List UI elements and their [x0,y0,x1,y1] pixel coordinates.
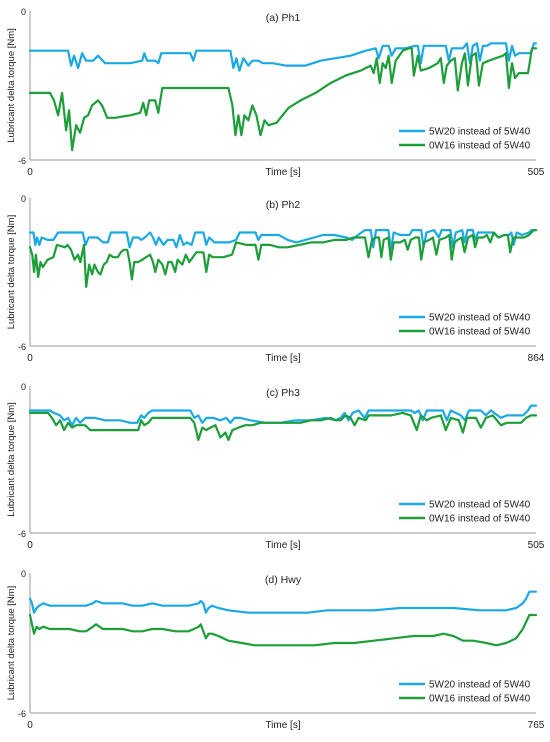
x-axis-label: Time [s] [265,720,300,731]
y-tick-label: 0 [21,7,26,17]
series-line-5w20 [28,590,538,614]
series-line-5w20 [28,42,538,72]
x-tick-label: 0 [27,353,33,364]
series-line-0w16 [28,229,538,288]
y-tick-label: 0 [21,382,26,392]
series-line-0w16 [28,47,538,152]
y-axis-label: Lubricant delta torque [Nm] [6,28,17,143]
chart-title: (d) Hwy [265,574,302,586]
x-tick-label: 0 [27,167,33,178]
y-axis-label: Lubricant delta torque [Nm] [6,402,17,517]
legend-label: 5W20 instead of 5W40 [429,313,531,324]
y-axis-label: Lubricant delta torque [Nm] [6,586,17,701]
x-axis-label: Time [s] [265,167,300,178]
chart-title: (a) Ph1 [266,12,301,24]
y-axis-label: Lubricant delta torque [Nm] [6,215,17,330]
series-line-0w16 [28,411,538,441]
legend-label: 5W20 instead of 5W40 [429,127,531,138]
y-tick-label: -6 [18,156,26,166]
x-tick-label: 864 [528,353,545,364]
series-line-0w16 [28,613,538,647]
legend-label: 5W20 instead of 5W40 [429,680,531,691]
legend-label: 0W16 instead of 5W40 [429,141,531,152]
x-axis-label: Time [s] [265,540,300,551]
y-tick-label: 0 [21,569,26,579]
series-line-5w20 [28,229,538,251]
x-tick-label: 505 [528,540,545,551]
y-tick-label: -6 [18,709,26,719]
x-tick-label: 0 [27,540,33,551]
legend-label: 0W16 instead of 5W40 [429,514,531,525]
x-axis-label: Time [s] [265,353,300,364]
series-line-5w20 [28,404,538,427]
x-tick-label: 765 [528,720,545,731]
legend-label: 0W16 instead of 5W40 [429,694,531,705]
x-tick-label: 505 [528,167,545,178]
y-tick-label: -6 [18,529,26,539]
x-tick-label: 0 [27,720,33,731]
y-tick-label: -6 [18,342,26,352]
chart-title: (b) Ph2 [266,199,301,211]
legend-label: 0W16 instead of 5W40 [429,327,531,338]
legend-label: 5W20 instead of 5W40 [429,500,531,511]
y-tick-label: 0 [21,194,26,204]
chart-title: (c) Ph3 [266,387,300,399]
